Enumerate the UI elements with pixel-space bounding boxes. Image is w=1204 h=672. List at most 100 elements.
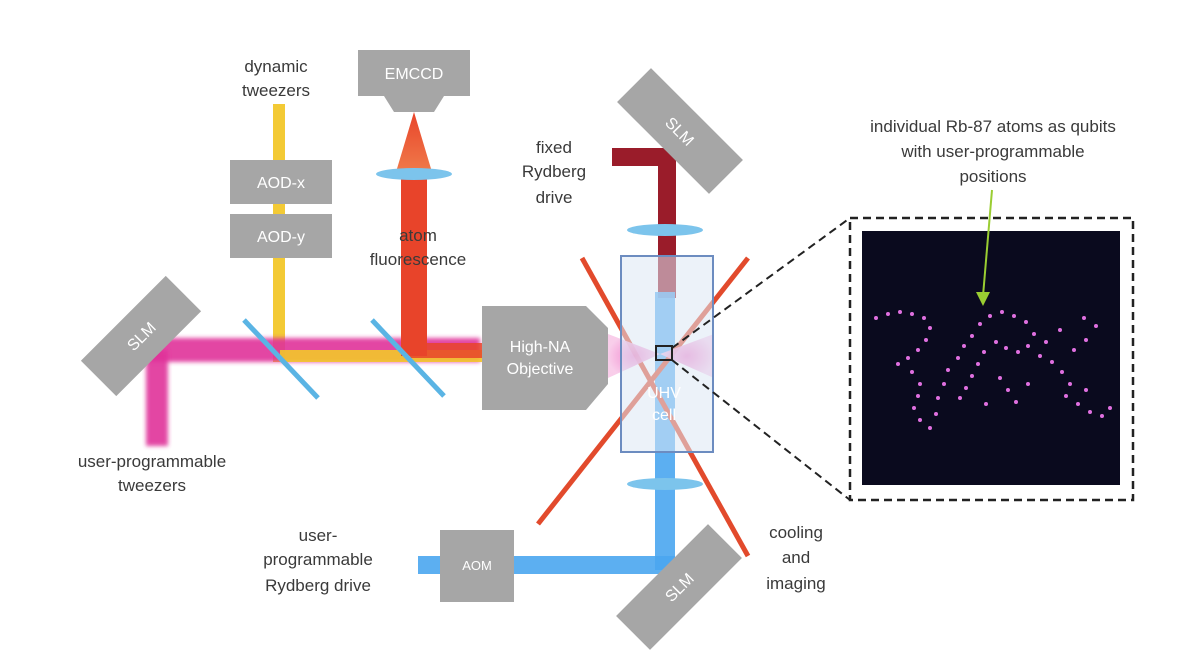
atom-dot — [1014, 400, 1018, 404]
atom-dot — [896, 362, 900, 366]
user-rydberg-label-3: Rydberg drive — [265, 576, 371, 595]
atom-dot — [962, 344, 966, 348]
atom-dot — [1026, 382, 1030, 386]
user-tweezers-label-1: user-programmable — [78, 452, 226, 471]
atom-array-image — [862, 231, 1120, 485]
aom-device: AOM — [440, 530, 514, 602]
dichroic-mirror-2 — [370, 318, 446, 398]
dichroic-mirror-1 — [242, 318, 320, 400]
cooling-label-3: imaging — [766, 574, 826, 593]
aod-y-label: AOD-y — [257, 229, 305, 246]
cooling-label-2: and — [782, 548, 810, 567]
high-na-objective: High-NA Objective — [482, 306, 608, 410]
atom-array — [874, 310, 1112, 430]
atom-dot — [898, 310, 902, 314]
atom-dot — [1084, 388, 1088, 392]
caption-arrow — [982, 189, 993, 297]
fluorescence-beam — [401, 170, 427, 356]
atom-dot — [936, 396, 940, 400]
emccd-camera: EMCCD — [358, 50, 470, 112]
objective-label-1: High-NA — [510, 339, 571, 356]
atom-region-marker — [655, 345, 673, 361]
atoms-caption-3: positions — [959, 167, 1026, 186]
atom-dot — [1004, 346, 1008, 350]
slm-left: SLM — [80, 275, 202, 397]
atom-dot — [1044, 340, 1048, 344]
caption-arrowhead — [976, 292, 990, 306]
lens-upper — [627, 224, 703, 236]
atom-dot — [906, 356, 910, 360]
atom-dot — [1100, 414, 1104, 418]
atom-fluorescence-label-2: fluorescence — [370, 250, 466, 269]
atom-dot — [942, 382, 946, 386]
zoom-panel-frame — [848, 216, 1135, 502]
atom-dot — [976, 362, 980, 366]
uhv-cell: UHV cell — [620, 255, 714, 453]
user-tweezer-beam-vertical — [146, 350, 168, 446]
uhv-cell-label-1: UHV — [647, 385, 681, 402]
atom-dot — [1058, 328, 1062, 332]
atom-dot — [1060, 370, 1064, 374]
atom-dot — [928, 326, 932, 330]
lens-lower — [627, 478, 703, 490]
lens-fluorescence — [376, 168, 452, 180]
atom-dot — [1072, 348, 1076, 352]
atom-dot — [970, 374, 974, 378]
aod-x-device: AOD-x — [230, 160, 332, 204]
atom-dot — [1076, 402, 1080, 406]
atom-dot — [1000, 310, 1004, 314]
atom-dot — [958, 396, 962, 400]
user-rydberg-label-1: user- — [299, 526, 338, 545]
atom-dot — [874, 316, 878, 320]
atom-dot — [1032, 332, 1036, 336]
atom-dot — [1108, 406, 1112, 410]
atom-dot — [998, 376, 1002, 380]
atom-dot — [916, 394, 920, 398]
atom-dot — [964, 386, 968, 390]
atom-dot — [1064, 394, 1068, 398]
slm-top: SLM — [617, 68, 743, 194]
atom-dot — [946, 368, 950, 372]
aod-x-label: AOD-x — [257, 175, 305, 192]
fluorescence-cone — [396, 112, 432, 172]
atoms-caption-1: individual Rb-87 atoms as qubits — [870, 117, 1116, 136]
aom-label: AOM — [462, 558, 492, 573]
atom-dot — [1026, 344, 1030, 348]
atom-fluorescence-label-1: atom — [399, 226, 437, 245]
uhv-cell-label-2: cell — [652, 407, 676, 424]
atom-dot — [1006, 388, 1010, 392]
atom-dot — [982, 350, 986, 354]
atom-dot — [1024, 320, 1028, 324]
fixed-rydberg-label-1: fixed — [536, 138, 572, 157]
emccd-label: EMCCD — [385, 66, 444, 83]
atom-dot — [978, 322, 982, 326]
atom-dot — [934, 412, 938, 416]
fluorescence-beam-horizontal — [410, 343, 485, 358]
zoom-line-top — [671, 217, 851, 349]
atom-dot — [1016, 350, 1020, 354]
fixed-rydberg-label-3: drive — [536, 188, 573, 207]
atom-dot — [1084, 338, 1088, 342]
slm-bottom: SLM — [616, 524, 742, 650]
fixed-rydberg-label-2: Rydberg — [522, 162, 586, 181]
atom-dot — [910, 312, 914, 316]
atom-dot — [1088, 410, 1092, 414]
zoom-line-bottom — [671, 359, 851, 501]
dynamic-tweezers-label-1: dynamic — [244, 57, 308, 76]
objective-label-2: Objective — [507, 361, 574, 378]
atom-dot — [1094, 324, 1098, 328]
cooling-label-1: cooling — [769, 523, 823, 542]
dynamic-tweezers-label-2: tweezers — [242, 81, 310, 100]
atom-dot — [918, 418, 922, 422]
atom-dot — [1082, 316, 1086, 320]
atom-dot — [956, 356, 960, 360]
atom-dot — [886, 312, 890, 316]
atom-dot — [924, 338, 928, 342]
aod-y-device: AOD-y — [230, 214, 332, 258]
atom-dot — [984, 402, 988, 406]
atom-dot — [928, 426, 932, 430]
atom-dot — [1012, 314, 1016, 318]
atom-dot — [922, 316, 926, 320]
atom-dot — [1068, 382, 1072, 386]
